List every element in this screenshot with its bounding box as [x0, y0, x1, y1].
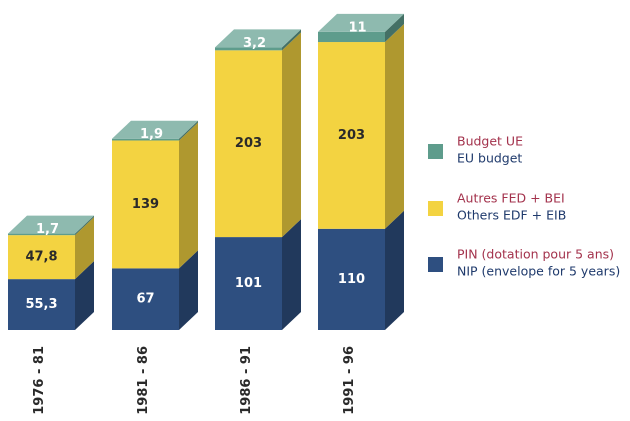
bar-segment — [112, 120, 198, 141]
bar-front — [318, 42, 385, 229]
value-label: 203 — [338, 128, 365, 143]
bar-side — [282, 29, 301, 51]
bar-front — [112, 268, 179, 330]
legend-label: PIN (dotation pour 5 ans) — [457, 247, 614, 262]
value-label: 1,9 — [140, 127, 163, 142]
legend-swatch — [428, 257, 443, 272]
bar-front — [318, 228, 385, 330]
bar-segment — [215, 32, 301, 238]
value-label: 110 — [338, 272, 365, 287]
value-label: 11 — [348, 20, 366, 35]
bar-side — [179, 120, 198, 141]
bar-segment — [215, 29, 301, 51]
bar-front — [215, 50, 282, 238]
bar-side — [75, 215, 94, 236]
value-label: 203 — [235, 136, 262, 151]
bar-segment — [318, 24, 404, 229]
bar-top — [112, 120, 198, 139]
bar-side — [385, 24, 404, 229]
bar-side — [179, 250, 198, 330]
value-label: 101 — [235, 276, 262, 291]
bar-front — [112, 138, 179, 141]
bar-top — [8, 215, 94, 234]
bar-front — [215, 47, 282, 51]
x-tick-label: 1991 - 96 — [342, 346, 357, 415]
bar-side — [75, 217, 94, 280]
bar-segment — [8, 217, 94, 280]
bar-top — [215, 29, 301, 48]
legend-label: Budget UE — [457, 134, 523, 149]
legend-label: Others EDF + EIB — [457, 208, 566, 223]
legend-swatch — [428, 144, 443, 159]
value-label: 139 — [132, 197, 159, 212]
bar-front — [112, 140, 179, 269]
bar-segment — [112, 250, 198, 330]
bar-side — [75, 261, 94, 330]
bar-front — [8, 279, 75, 330]
x-tick-label: 1976 - 81 — [32, 346, 47, 415]
bar-front — [8, 233, 75, 236]
value-label: 47,8 — [25, 250, 57, 265]
bar-side — [282, 32, 301, 238]
x-tick-label: 1981 - 86 — [136, 346, 151, 415]
bar-side — [385, 210, 404, 330]
bar-segment — [215, 219, 301, 330]
legend-label: Autres FED + BEI — [457, 191, 565, 206]
bar-side — [385, 13, 404, 43]
legend-swatch — [428, 201, 443, 216]
bar-front — [318, 31, 385, 43]
bar-segment — [112, 122, 198, 269]
x-tick-label: 1986 - 91 — [239, 346, 254, 415]
bar-segment — [318, 210, 404, 330]
value-label: 55,3 — [25, 297, 57, 312]
bar-side — [282, 219, 301, 330]
value-label: 1,7 — [36, 222, 59, 237]
bar-side — [179, 122, 198, 269]
bar-segment — [8, 261, 94, 330]
bar-segment — [318, 13, 404, 43]
bar-front — [215, 237, 282, 330]
bar-front — [8, 235, 75, 280]
legend-label: EU budget — [457, 151, 522, 166]
bar-segment — [8, 215, 94, 236]
value-label: 3,2 — [243, 36, 266, 51]
bar-top — [318, 13, 404, 32]
legend-label: NIP (envelope for 5 years) — [457, 264, 620, 279]
value-label: 67 — [136, 292, 154, 307]
